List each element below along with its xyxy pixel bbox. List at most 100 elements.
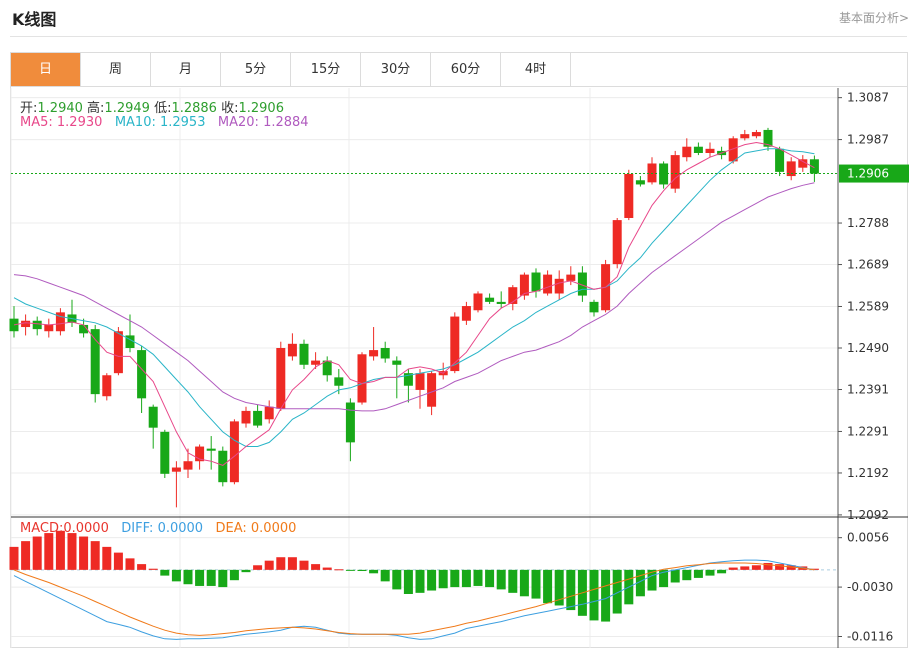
macd-bar [415,569,425,593]
candle-body [79,324,89,334]
candle-body [728,138,738,162]
candle-body [554,278,564,294]
macd-bar [67,533,77,570]
candle-body [531,272,541,292]
candle-body [809,159,819,174]
macd-bar [322,567,332,570]
candle-body [345,402,355,443]
tab-60min[interactable]: 60分 [431,53,501,86]
candle-body [775,148,785,172]
macd-bar [659,569,669,588]
macd-bar [589,569,599,621]
macd-bar [79,536,89,570]
macd-bar [90,541,100,570]
ma5-value: 1.2930 [56,115,103,130]
candle-body [206,448,216,451]
macd-bar [229,569,239,581]
candle-body [299,343,309,365]
candle-body [287,343,297,357]
macd-bar [461,569,471,588]
ma20-value: 1.2884 [263,115,309,130]
macd-bar [276,557,286,570]
macd-axis-tick-label: 0.0056 [847,531,889,545]
price-axis-tick-label: 1.2589 [847,299,889,313]
price-axis-tick-label: 1.2391 [847,383,889,397]
price-axis-tick-label: 1.2689 [847,258,889,272]
fundamental-analysis-link[interactable]: 基本面分析> [838,11,909,25]
macd-bar [508,569,518,593]
macd-bar [392,569,402,590]
macd-axis-tick-label: -0.0030 [847,580,893,594]
macd-bar [9,546,19,570]
macd-bar [554,569,564,606]
macd-bar [647,569,657,591]
candle-body [450,316,460,372]
macd-bar [334,569,344,571]
candle-body [90,329,100,395]
tab-4hour[interactable]: 4时 [501,53,571,86]
diff-label: DIFF: [121,521,154,536]
candle-body [218,450,228,483]
page-title: K线图 [12,10,57,29]
macd-label: MACD: [20,521,64,536]
dea-line [13,562,815,636]
tab-day[interactable]: 日 [11,53,81,86]
macd-bar [775,564,785,570]
macd-bar [264,560,274,570]
macd-bar [357,569,367,572]
macd-bar [670,569,680,583]
candle-body [322,360,332,376]
macd-bar [345,569,355,571]
candle-body [357,354,367,403]
close-label: 收: [221,101,239,116]
close-value: 1.2906 [238,101,284,116]
macd-bar [601,569,611,622]
tab-15min[interactable]: 15分 [291,53,361,86]
candle-body [589,301,599,313]
ma10-value: 1.2953 [159,115,206,130]
macd-bar [763,562,773,570]
price-axis-tick-label: 1.2092 [847,508,889,522]
ma10-label: MA10: [114,115,156,130]
candle-body [148,406,158,428]
macd-bar [21,541,31,570]
candle-body [751,132,761,137]
candle-body [705,148,715,153]
tab-5min[interactable]: 5分 [221,53,291,86]
candle-body [519,274,529,296]
price-axis-tick-label: 1.2291 [847,424,889,438]
macd-bar [635,569,645,597]
candle-body [55,312,65,332]
low-value: 1.2886 [171,101,217,116]
candle-body [740,134,750,139]
open-value: 1.2940 [37,101,83,116]
low-label: 低: [154,101,172,116]
macd-bar [183,569,193,585]
candle-body [276,348,286,409]
ma5-line [13,141,815,466]
period-tabs: 日 周 月 5分 15分 30分 60分 4时 [10,52,908,87]
ohlc-info: 开:1.2940 高:1.2949 低:1.2886 收:1.2906 [20,97,284,116]
candle-body [369,350,379,357]
price-axis-tick-label: 1.2788 [847,216,889,230]
macd-bar [171,569,181,582]
tab-week[interactable]: 周 [81,53,151,86]
macd-bar [403,569,413,594]
candle-body [195,446,205,462]
tab-month[interactable]: 月 [151,53,221,86]
high-value: 1.2949 [104,101,150,116]
candle-body [415,373,425,390]
candle-body [229,421,239,483]
candle-body [427,373,437,407]
macd-bar [809,568,819,570]
candle-body [473,293,483,311]
tab-30min[interactable]: 30分 [361,53,431,86]
macd-bar [113,552,123,570]
candle-body [485,297,495,302]
macd-bar [485,569,495,588]
current-price-label: 1.2906 [847,167,889,181]
candle-body [682,146,692,158]
macd-bar [206,569,216,586]
candle-body [311,360,321,365]
